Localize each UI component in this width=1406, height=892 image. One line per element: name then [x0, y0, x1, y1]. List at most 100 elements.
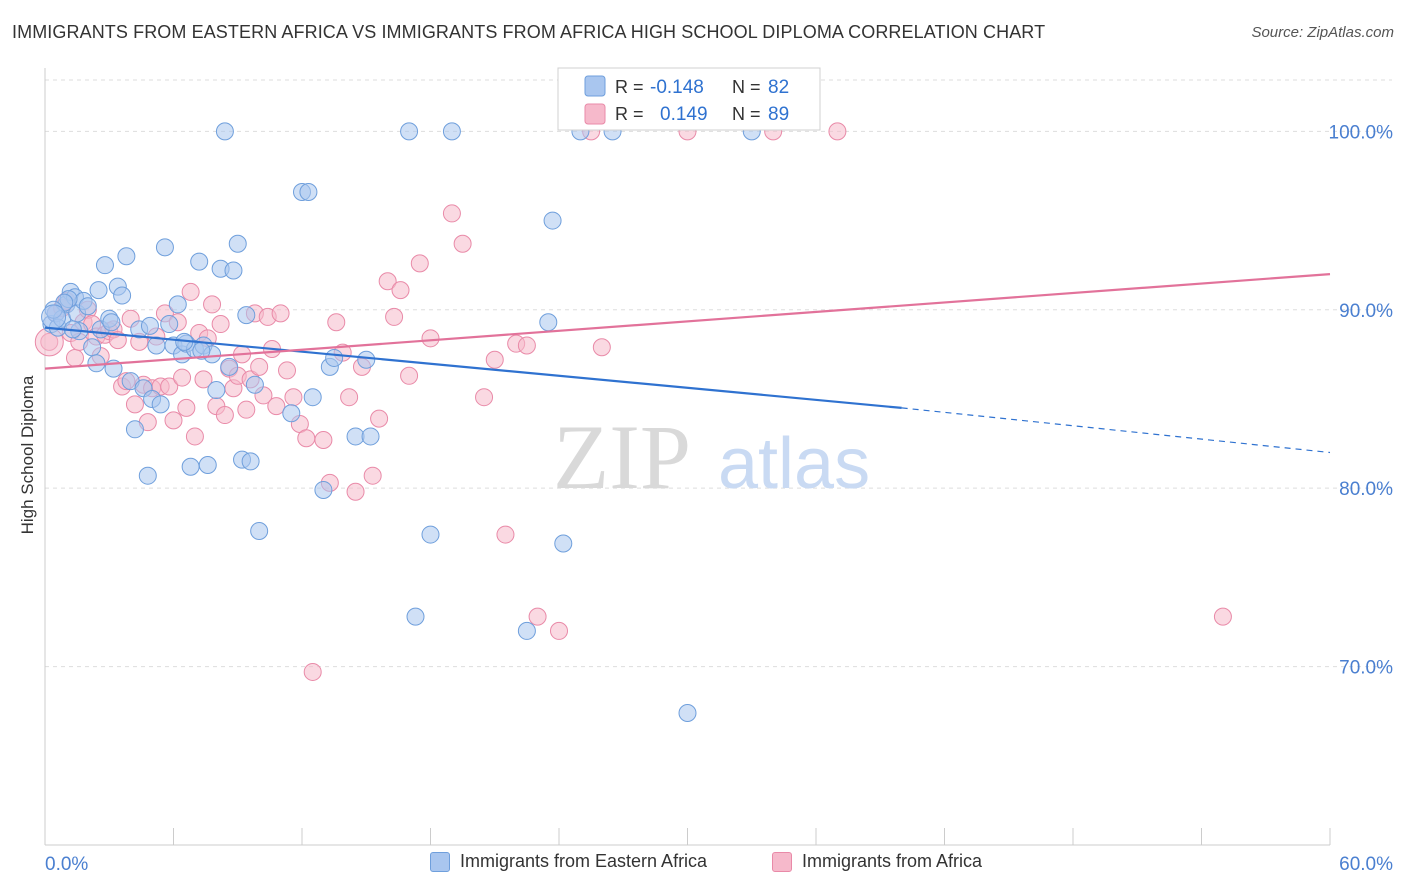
blue-point — [155, 238, 174, 257]
legend-r-value-blue: -0.148 — [650, 77, 704, 98]
pink-point — [160, 377, 179, 396]
x-tick-label-min: 0.0% — [45, 854, 88, 875]
legend-n-label-blue: N = — [732, 77, 761, 97]
blue-point — [190, 252, 209, 271]
pink-point — [271, 304, 290, 323]
pink-point — [65, 348, 84, 367]
blue-point — [113, 286, 132, 305]
pink-point — [442, 204, 461, 223]
blue-point — [539, 313, 558, 332]
pink-point — [185, 427, 204, 446]
pink-point — [385, 307, 404, 326]
blue-point — [421, 525, 440, 544]
pink-point — [297, 429, 316, 448]
blue-point — [400, 122, 419, 141]
pink-point — [303, 662, 322, 681]
legend-label-eastern-africa: Immigrants from Eastern Africa — [460, 851, 708, 871]
legend-r-label-pink: R = — [615, 104, 644, 124]
pink-point — [314, 431, 333, 450]
blue-point — [160, 315, 179, 334]
blue-point — [125, 420, 144, 439]
blue-point — [83, 338, 102, 357]
pink-point — [327, 313, 346, 332]
y-axis-label: High School Diploma — [18, 375, 37, 535]
legend-label-africa: Immigrants from Africa — [802, 851, 983, 871]
series-africa-points — [34, 122, 1232, 681]
y-tick-label: 70.0% — [1339, 658, 1393, 679]
blue-point — [215, 122, 234, 141]
pink-point — [453, 234, 472, 253]
pink-point — [391, 281, 410, 300]
x-tick-labels: 0.0% 60.0% — [45, 854, 1393, 875]
blue-point — [554, 534, 573, 553]
pink-point — [828, 122, 847, 141]
pink-point — [346, 482, 365, 501]
legend-top: R = -0.148 N = 82 R = 0.149 N = 89 — [557, 67, 821, 131]
trend-lines — [44, 272, 1331, 454]
pink-point — [125, 395, 144, 414]
trend-line-africa — [44, 272, 1331, 370]
pink-point — [370, 409, 389, 428]
legend-item-eastern-africa: Immigrants from Eastern Africa — [430, 851, 707, 872]
blue-point — [220, 357, 239, 376]
pink-point — [250, 357, 269, 376]
pink-point — [496, 525, 515, 544]
watermark: ZIP atlas — [553, 406, 870, 508]
blue-point — [224, 261, 243, 280]
legend-top-pink-swatch — [584, 103, 606, 125]
y-tick-label: 80.0% — [1339, 479, 1393, 500]
pink-point — [1213, 607, 1232, 626]
legend-r-value-pink: 0.149 — [660, 104, 708, 125]
pink-point — [528, 607, 547, 626]
pink-point — [278, 361, 297, 380]
legend-r-label-blue: R = — [615, 77, 644, 97]
blue-point — [406, 607, 425, 626]
blue-point — [78, 297, 97, 316]
blue-point — [282, 404, 301, 423]
blue-point — [241, 452, 260, 471]
y-tick-label: 100.0% — [1329, 122, 1394, 143]
pink-point — [215, 406, 234, 425]
source-label: Source: ZipAtlas.com — [1251, 24, 1394, 41]
blue-point — [181, 457, 200, 476]
blue-point — [228, 234, 247, 253]
legend-top-blue-swatch — [584, 75, 606, 97]
pink-point — [363, 466, 382, 485]
blue-point — [299, 183, 318, 202]
blue-point — [117, 247, 136, 266]
pink-point — [400, 366, 419, 385]
blue-point — [250, 522, 269, 540]
blue-point — [543, 211, 562, 230]
pink-point — [550, 621, 568, 640]
blue-point — [361, 427, 380, 446]
blue-point — [325, 348, 344, 367]
trend-line-eastern-africa — [44, 326, 902, 409]
blue-point — [678, 703, 697, 722]
pink-point — [485, 350, 504, 369]
pink-point — [421, 329, 440, 348]
pink-point — [181, 282, 200, 301]
blue-point — [102, 313, 121, 332]
pink-point — [517, 336, 536, 355]
y-tick-labels: 70.0% 80.0% 90.0% 100.0% — [1329, 122, 1394, 678]
blue-point — [89, 281, 108, 300]
watermark-zip: ZIP — [553, 406, 691, 508]
pink-point — [173, 368, 192, 387]
y-tick-label: 90.0% — [1339, 301, 1393, 322]
legend-item-africa: Immigrants from Africa — [772, 851, 982, 872]
legend-swatch-pink — [772, 851, 792, 872]
blue-point — [198, 455, 217, 474]
blue-point — [357, 350, 376, 369]
blue-point — [151, 395, 170, 414]
pink-point — [267, 397, 286, 416]
blue-point — [314, 480, 333, 499]
watermark-atlas: atlas — [718, 424, 870, 504]
legend-swatch-blue — [430, 851, 450, 872]
pink-point — [194, 370, 213, 389]
blue-point — [517, 621, 536, 640]
axes — [44, 68, 1331, 846]
blue-point-cluster — [41, 304, 67, 330]
blue-point — [207, 381, 226, 400]
legend-n-value-pink: 89 — [768, 104, 789, 125]
